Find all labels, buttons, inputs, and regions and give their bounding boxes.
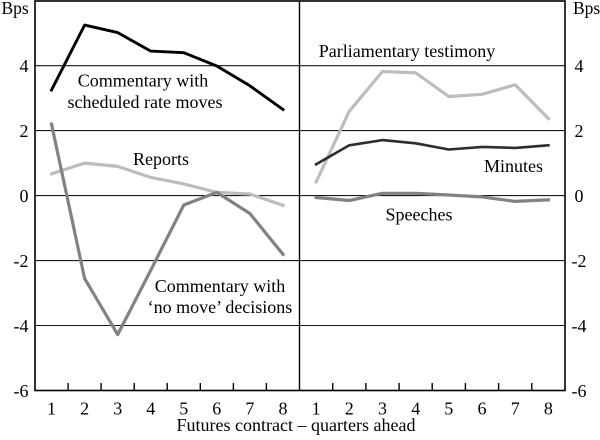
svg-text:8: 8 <box>544 399 553 419</box>
svg-text:4: 4 <box>146 399 155 419</box>
svg-text:8: 8 <box>279 399 288 419</box>
svg-text:-2: -2 <box>572 251 587 271</box>
svg-text:7: 7 <box>511 399 520 419</box>
svg-text:-6: -6 <box>14 381 29 401</box>
svg-text:2: 2 <box>80 399 89 419</box>
svg-text:Speeches: Speeches <box>386 205 453 225</box>
svg-text:-4: -4 <box>14 316 29 336</box>
svg-text:0: 0 <box>20 186 29 206</box>
svg-text:Minutes: Minutes <box>484 156 543 176</box>
svg-text:scheduled rate moves: scheduled rate moves <box>68 92 223 112</box>
svg-text:Bps: Bps <box>2 0 29 18</box>
svg-text:0: 0 <box>575 186 584 206</box>
svg-text:4: 4 <box>411 399 420 419</box>
svg-text:-2: -2 <box>14 251 29 271</box>
svg-text:Parliamentary testimony: Parliamentary testimony <box>319 41 495 61</box>
svg-text:2: 2 <box>20 121 29 141</box>
svg-text:2: 2 <box>575 121 584 141</box>
svg-text:‘no move’ decisions: ‘no move’ decisions <box>148 297 293 317</box>
svg-text:5: 5 <box>179 399 188 419</box>
svg-text:4: 4 <box>575 56 584 76</box>
svg-text:Futures contract – quarters ah: Futures contract – quarters ahead <box>177 415 416 435</box>
svg-text:5: 5 <box>444 399 453 419</box>
svg-text:2: 2 <box>345 399 354 419</box>
svg-text:7: 7 <box>245 399 254 419</box>
svg-text:1: 1 <box>47 399 56 419</box>
svg-text:3: 3 <box>113 399 122 419</box>
svg-text:Reports: Reports <box>133 149 189 169</box>
svg-text:6: 6 <box>212 399 221 419</box>
svg-text:6: 6 <box>478 399 487 419</box>
svg-text:Bps: Bps <box>573 0 600 18</box>
svg-text:1: 1 <box>312 399 321 419</box>
svg-text:4: 4 <box>20 56 29 76</box>
svg-text:Commentary with: Commentary with <box>78 71 208 91</box>
svg-text:Commentary with: Commentary with <box>155 276 285 296</box>
svg-text:-6: -6 <box>572 381 587 401</box>
svg-text:-4: -4 <box>572 316 587 336</box>
svg-text:3: 3 <box>378 399 387 419</box>
